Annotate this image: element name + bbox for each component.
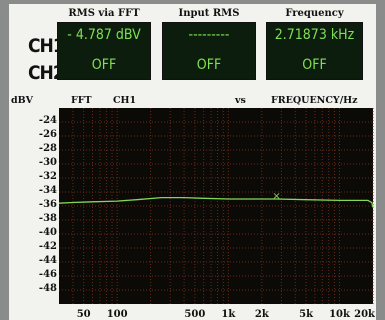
x-tick-label: 10k	[329, 309, 350, 320]
y-tick-label: -40	[38, 227, 57, 238]
y-tick-label: -44	[38, 255, 57, 266]
y-tick-label: -28	[38, 143, 57, 154]
plot-marks: ×	[58, 191, 374, 208]
y-tick-label: -24	[38, 115, 57, 126]
channel-label: CH1	[113, 95, 137, 106]
y-tick-label: -34	[38, 185, 57, 196]
panel-frequency: 2.71873 kHz OFF	[266, 22, 363, 80]
input-rms-ch1-value: ---------	[188, 27, 230, 43]
x-axis-label: FREQUENCY/Hz	[271, 95, 358, 106]
rms-fft-ch2-value: OFF	[91, 57, 117, 73]
y-tick-label: -30	[38, 157, 57, 168]
y-tick-label: -38	[38, 213, 57, 224]
y-tick-label: -48	[38, 283, 57, 294]
fft-plot: ×	[58, 108, 374, 304]
x-tick-label: 5k	[299, 309, 313, 320]
y-tick-label: -46	[38, 269, 57, 280]
x-tick-label: 50	[76, 309, 91, 320]
panel-rms-fft: - 4.787 dBV OFF	[57, 22, 151, 80]
x-tick-label: 2k	[254, 309, 269, 320]
mode-label: FFT	[71, 95, 92, 106]
plot-grid	[59, 108, 374, 304]
y-tick-label: -32	[38, 171, 57, 182]
spectrum-trace-0	[58, 196, 374, 208]
y-tick-label: -42	[38, 241, 57, 252]
panel-rms-fft-title: RMS via FFT	[68, 8, 140, 19]
frequency-marker: ×	[272, 191, 280, 202]
ch2-label: CH2	[28, 62, 65, 84]
frequency-ch2-value: OFF	[302, 57, 327, 73]
frequency-ch1-value: 2.71873 kHz	[274, 27, 355, 43]
x-tick-label: 100	[106, 309, 128, 320]
panel-input-rms: --------- OFF	[162, 22, 256, 80]
x-tick-label: 500	[184, 309, 206, 320]
x-tick-label: 1k	[221, 309, 236, 320]
panel-frequency-title: Frequency	[285, 8, 344, 19]
panel-input-rms-title: Input RMS	[178, 8, 240, 19]
y-unit-label: dBV	[11, 95, 34, 106]
vs-label: vs	[235, 95, 246, 106]
rms-fft-ch1-value: - 4.787 dBV	[67, 27, 141, 43]
y-tick-label: -36	[38, 199, 57, 210]
ch1-label: CH1	[28, 35, 65, 57]
x-tick-label: 20k	[354, 309, 375, 320]
input-rms-ch2-value: OFF	[196, 57, 222, 73]
y-tick-label: -26	[38, 129, 57, 140]
analyzer-screen: × CH1 CH2 RMS via FFT - 4.787 dBV OFF In…	[9, 4, 376, 320]
